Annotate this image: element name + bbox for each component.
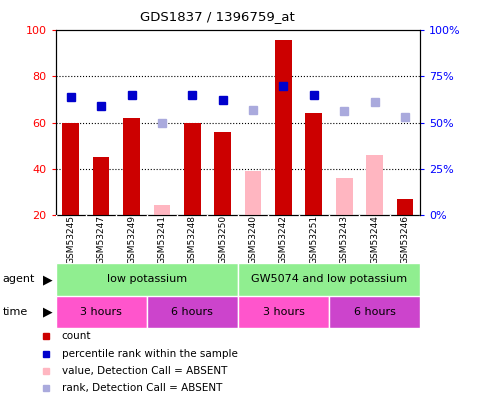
Text: GSM53243: GSM53243 [340, 215, 349, 264]
Text: GSM53241: GSM53241 [157, 215, 167, 264]
Text: 3 hours: 3 hours [263, 307, 304, 317]
Bar [275, 40, 292, 215]
Text: 3 hours: 3 hours [80, 307, 122, 317]
Text: GW5074 and low potassium: GW5074 and low potassium [251, 275, 407, 284]
Text: GDS1837 / 1396759_at: GDS1837 / 1396759_at [140, 10, 295, 23]
Text: GSM53245: GSM53245 [66, 215, 75, 264]
Text: agent: agent [2, 275, 35, 284]
Bar [366, 155, 383, 215]
Bar [238, 263, 420, 296]
Bar [336, 178, 353, 215]
Text: GSM53249: GSM53249 [127, 215, 136, 264]
Bar [305, 113, 322, 215]
Text: 6 hours: 6 hours [354, 307, 396, 317]
Bar [245, 171, 261, 215]
Text: GSM53240: GSM53240 [249, 215, 257, 264]
Bar [184, 122, 200, 215]
Text: 6 hours: 6 hours [171, 307, 213, 317]
Bar [238, 296, 329, 328]
Bar [329, 296, 420, 328]
Text: GSM53247: GSM53247 [97, 215, 106, 264]
Text: count: count [62, 331, 91, 341]
Text: GSM53242: GSM53242 [279, 215, 288, 264]
Bar [123, 118, 140, 215]
Text: ▶: ▶ [43, 273, 52, 286]
Bar [397, 198, 413, 215]
Text: value, Detection Call = ABSENT: value, Detection Call = ABSENT [62, 366, 227, 376]
Text: low potassium: low potassium [107, 275, 187, 284]
Text: GSM53244: GSM53244 [370, 215, 379, 264]
Bar [56, 263, 238, 296]
Bar [93, 157, 110, 215]
Bar [62, 122, 79, 215]
Text: ▶: ▶ [43, 305, 52, 318]
Bar [147, 296, 238, 328]
Bar [214, 132, 231, 215]
Text: GSM53246: GSM53246 [400, 215, 410, 264]
Bar [56, 296, 147, 328]
Bar [154, 205, 170, 215]
Text: GSM53248: GSM53248 [188, 215, 197, 264]
Text: GSM53251: GSM53251 [309, 215, 318, 264]
Text: GSM53250: GSM53250 [218, 215, 227, 264]
Text: time: time [2, 307, 28, 317]
Text: percentile rank within the sample: percentile rank within the sample [62, 349, 238, 358]
Text: rank, Detection Call = ABSENT: rank, Detection Call = ABSENT [62, 383, 222, 393]
